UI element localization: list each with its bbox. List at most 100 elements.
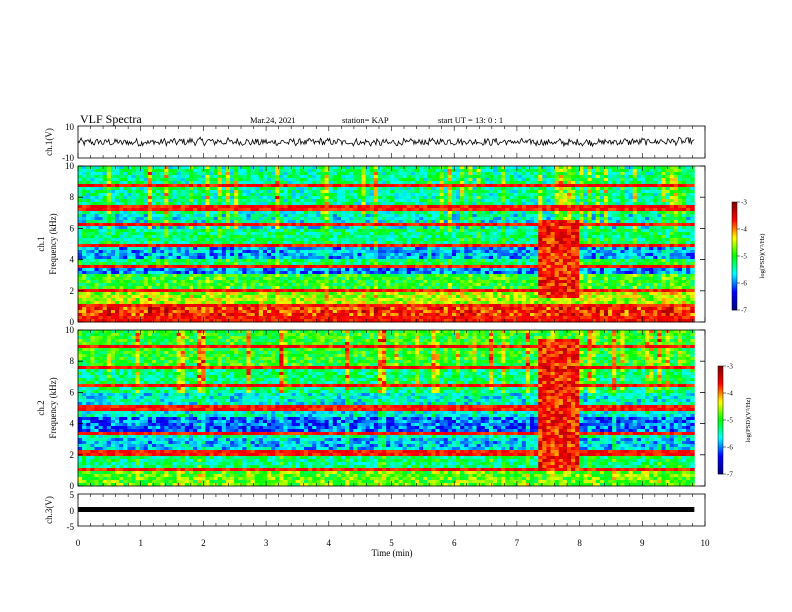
spectrogram-cell [143, 283, 149, 287]
spectrogram-cell [423, 190, 428, 194]
spectrogram-cell [86, 217, 91, 221]
spectrogram-cell [98, 175, 104, 179]
spectrogram-cell [312, 208, 317, 212]
spectrogram-cell [398, 292, 404, 296]
spectrogram-cell [250, 181, 256, 185]
spectrogram-cell [402, 190, 408, 194]
spectrogram-cell [423, 310, 428, 314]
spectrogram-cell [308, 220, 313, 224]
spectrogram-cell [262, 205, 268, 209]
spectrogram-cell [431, 262, 436, 266]
spectrogram-cell [123, 301, 128, 305]
spectrogram-cell [336, 316, 342, 320]
spectrogram-cell [332, 238, 338, 242]
spectrogram-cell [188, 199, 194, 203]
spectrogram-cell [168, 205, 173, 209]
spectrogram-cell [98, 289, 104, 293]
spectrogram-cell [94, 178, 99, 182]
spectrogram-cell [447, 286, 453, 290]
spectrogram-cell [361, 175, 367, 179]
spectrogram-cell [234, 292, 239, 296]
spectrogram-cell [353, 196, 358, 200]
spectrogram-cell [110, 172, 116, 176]
spectrogram-cell [205, 202, 210, 206]
spectrogram-cell [168, 265, 173, 269]
spectrogram-cell [303, 178, 309, 182]
spectrogram-cell [340, 181, 346, 185]
spectrogram-cell [180, 187, 186, 191]
spectrogram-cell [312, 199, 317, 203]
spectrogram-cell [439, 298, 445, 302]
spectrogram-cell [197, 205, 202, 209]
spectrogram-cell [156, 196, 161, 200]
spectrogram-cell [447, 211, 453, 215]
spectrogram-cell [225, 175, 231, 179]
spectrogram-cell [377, 208, 383, 212]
spectrogram-cell [369, 217, 375, 221]
spectrogram-cell [123, 298, 128, 302]
spectrogram-cell [209, 307, 214, 311]
spectrogram-cell [419, 301, 424, 305]
spectrogram-cell [119, 187, 124, 191]
spectrogram-cell [246, 319, 251, 323]
spectrogram-cell [180, 271, 186, 275]
spectrogram-cell [324, 259, 330, 263]
spectrogram-cell [275, 289, 280, 293]
spectrogram-cell [139, 256, 145, 260]
spectrogram-cell [139, 265, 145, 269]
spectrogram-cell [143, 319, 149, 323]
spectrogram-cell [151, 238, 157, 242]
spectrogram-cell [353, 208, 358, 212]
spectrogram-cell [303, 169, 309, 173]
spectrogram-cell [94, 250, 99, 254]
spectrogram-cell [320, 268, 325, 272]
spectrogram-cell [102, 241, 108, 245]
spectrogram-cell [209, 289, 214, 293]
spectrogram-cell [180, 244, 186, 248]
spectrogram-cell [238, 295, 243, 299]
spectrogram-cell [258, 301, 264, 305]
spectrogram-cell [209, 274, 214, 278]
spectrogram-cell [258, 214, 264, 218]
spectrogram-cell [110, 235, 116, 239]
spectrogram-cell [94, 211, 99, 215]
spectrogram-cell [254, 166, 260, 170]
spectrogram-cell [353, 181, 358, 185]
spectrogram-cell [242, 295, 247, 299]
spectrogram-cell [324, 178, 330, 182]
spectrogram-cell [110, 250, 116, 254]
spectrogram-cell [217, 313, 223, 317]
spectrogram-cell [324, 232, 330, 236]
spectrogram-cell [135, 253, 141, 257]
spectrogram-cell [431, 283, 436, 287]
spectrogram-cell [291, 211, 297, 215]
spectrogram-cell [147, 172, 153, 176]
spectrogram-cell [324, 190, 330, 194]
spectrogram-cell [258, 319, 264, 323]
spectrogram-cell [82, 220, 87, 224]
spectrogram-cell [123, 229, 128, 233]
spectrogram-cell [119, 172, 124, 176]
spectrogram-cell [456, 259, 461, 263]
spectrogram-cell [147, 169, 153, 173]
spectrogram-cell [275, 301, 280, 305]
spectrogram-cell [254, 214, 260, 218]
spectrogram-cell [427, 298, 432, 302]
spectrogram-cell [365, 262, 371, 266]
spectrogram-cell [423, 175, 428, 179]
spectrogram-cell [164, 199, 169, 203]
spectrogram-cell [180, 202, 186, 206]
spectrogram-cell [209, 196, 214, 200]
spectrogram-cell [127, 211, 132, 215]
spectrogram-cell [139, 250, 145, 254]
spectrogram-cell [279, 316, 284, 320]
spectrogram-cell [308, 253, 313, 257]
spectrogram-cell [197, 172, 202, 176]
spectrogram-cell [414, 223, 420, 227]
spectrogram-cell [164, 292, 169, 296]
spectrogram-cell [135, 190, 141, 194]
spectrogram-cell [291, 259, 297, 263]
spectrogram-cell [390, 316, 395, 320]
spectrogram-cell [267, 244, 272, 248]
spectrogram-cell [102, 190, 108, 194]
